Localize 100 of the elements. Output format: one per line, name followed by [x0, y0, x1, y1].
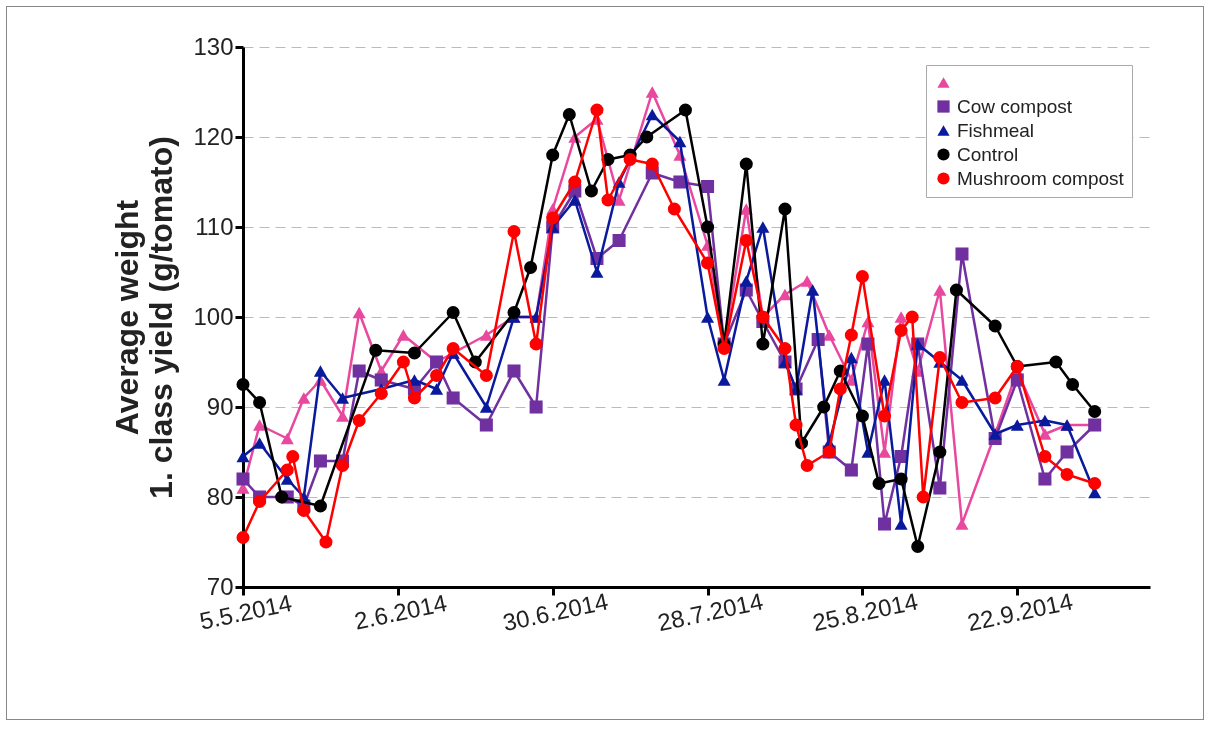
point — [253, 437, 267, 449]
point — [319, 535, 333, 549]
point — [701, 311, 715, 323]
point — [949, 283, 963, 297]
point — [352, 413, 366, 428]
point — [446, 391, 460, 405]
point — [479, 401, 493, 413]
point — [1060, 467, 1074, 482]
point — [507, 305, 521, 320]
point — [590, 103, 604, 117]
legend-label: Mushroom compost — [957, 167, 1125, 189]
point — [955, 374, 969, 386]
point — [407, 391, 421, 405]
point — [701, 256, 715, 270]
point — [645, 86, 659, 98]
point — [546, 211, 560, 225]
point — [855, 269, 869, 284]
point — [529, 337, 543, 351]
point — [955, 518, 969, 530]
point — [529, 400, 543, 414]
point — [911, 539, 925, 554]
point — [297, 503, 311, 518]
point — [756, 221, 770, 233]
point — [1088, 404, 1102, 419]
x-tick-label: 2.6.2014 — [352, 588, 450, 635]
point — [352, 306, 366, 319]
point — [905, 310, 919, 324]
point — [374, 386, 388, 401]
point — [673, 135, 687, 148]
point — [590, 266, 604, 278]
point — [1088, 476, 1102, 491]
y-tick-label: 120 — [193, 122, 234, 150]
point — [717, 374, 731, 386]
point — [894, 323, 908, 338]
point — [872, 476, 886, 491]
point — [584, 184, 598, 198]
point — [236, 530, 250, 545]
point — [640, 130, 654, 144]
point — [396, 355, 410, 369]
point — [623, 152, 637, 167]
point — [806, 284, 820, 296]
point — [1010, 419, 1024, 431]
point — [667, 202, 681, 216]
y-tick-label: 100 — [193, 302, 234, 330]
point — [778, 288, 792, 301]
point — [800, 458, 814, 473]
point — [1038, 414, 1052, 427]
point — [374, 373, 388, 387]
y-tick-label: 80 — [206, 482, 234, 510]
point — [933, 481, 947, 495]
point — [933, 284, 947, 296]
point — [562, 107, 576, 122]
point — [1066, 377, 1080, 392]
point — [352, 364, 366, 378]
point — [253, 395, 267, 410]
x-tick-label: 25.8.2014 — [810, 587, 921, 637]
point — [855, 409, 869, 423]
point — [988, 319, 1002, 333]
point — [645, 108, 659, 121]
point — [253, 494, 267, 509]
point — [933, 350, 947, 365]
y-axis-title: Average weight 1. class yield (g/tomato) — [109, 136, 180, 499]
point — [336, 392, 350, 404]
point — [701, 220, 715, 234]
point — [524, 260, 538, 275]
point — [546, 148, 560, 162]
point — [407, 346, 421, 360]
y-tick-label: 130 — [193, 32, 234, 60]
point — [756, 337, 770, 351]
point — [369, 343, 383, 357]
point — [396, 329, 410, 341]
point — [916, 490, 930, 504]
point — [678, 103, 692, 117]
point — [1060, 445, 1074, 459]
point — [844, 463, 858, 477]
x-tick-label: 22.9.2014 — [964, 587, 1075, 637]
point — [789, 418, 803, 432]
point — [778, 202, 792, 216]
point — [955, 395, 969, 410]
point — [507, 224, 521, 239]
point — [988, 391, 1002, 405]
point — [336, 410, 350, 422]
legend-label: Cow compost — [957, 95, 1073, 117]
x-tick-label: 30.6.2014 — [500, 587, 611, 637]
point — [844, 351, 858, 364]
point — [833, 382, 847, 396]
point — [568, 175, 582, 189]
point — [407, 374, 421, 386]
point — [894, 518, 908, 530]
point — [800, 275, 814, 287]
point — [479, 418, 493, 432]
point — [313, 499, 327, 513]
point — [878, 409, 892, 423]
point — [313, 454, 327, 468]
point — [430, 368, 444, 383]
point — [817, 400, 831, 414]
point — [313, 365, 327, 377]
point — [894, 472, 908, 486]
point — [778, 341, 792, 356]
point — [479, 368, 493, 383]
